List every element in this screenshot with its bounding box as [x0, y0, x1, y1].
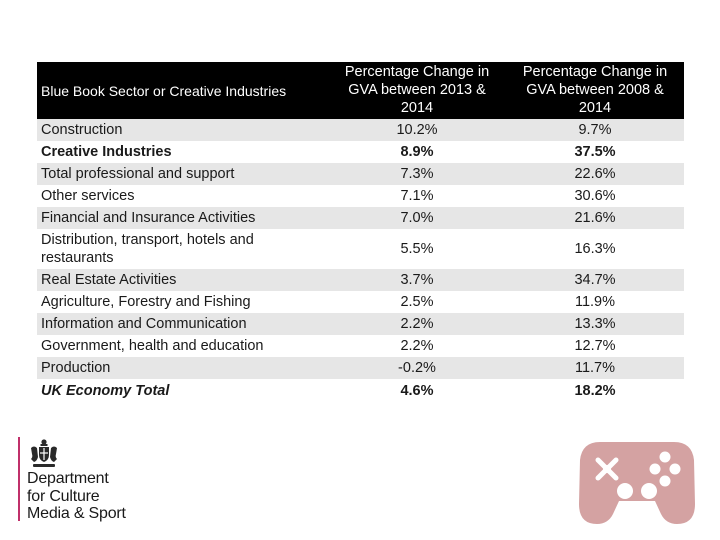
sector-cell: Other services — [37, 185, 328, 207]
change-2008-2014-cell: 13.3% — [506, 313, 684, 335]
change-2013-2014-cell: 7.3% — [328, 163, 506, 185]
change-2013-2014-cell: 2.5% — [328, 291, 506, 313]
royal-crest-icon — [31, 439, 57, 467]
sector-cell: Information and Communication — [37, 313, 328, 335]
change-2013-2014-cell: 2.2% — [328, 335, 506, 357]
sector-cell: Creative Industries — [37, 141, 328, 163]
logo-line-3: Media & Sport — [27, 505, 126, 522]
table-row-total: UK Economy Total 4.6% 18.2% — [37, 379, 684, 403]
dcms-wordmark: Department for Culture Media & Sport — [27, 470, 126, 523]
change-2013-2014-cell: 3.7% — [328, 269, 506, 291]
change-2013-2014-cell: 7.1% — [328, 185, 506, 207]
gva-change-table: Blue Book Sector or Creative Industries … — [37, 62, 684, 403]
change-2008-2014-cell: 21.6% — [506, 207, 684, 229]
change-2013-2014-cell: 2.2% — [328, 313, 506, 335]
logo-line-2: for Culture — [27, 487, 100, 505]
table-row: Financial and Insurance Activities 7.0% … — [37, 207, 684, 229]
logo-line-1: Department — [27, 470, 109, 487]
change-2008-2014-cell: 12.7% — [506, 335, 684, 357]
sector-cell: Agriculture, Forestry and Fishing — [37, 291, 328, 313]
dcms-logo: Department for Culture Media & Sport — [18, 437, 148, 525]
change-2008-2014-cell: 37.5% — [506, 141, 684, 163]
header-change-2013-2014: Percentage Change in GVA between 2013 & … — [328, 62, 506, 119]
change-2008-2014-cell: 11.9% — [506, 291, 684, 313]
sector-cell: Production — [37, 357, 328, 379]
table-row: Total professional and support 7.3% 22.6… — [37, 163, 684, 185]
sector-cell: Construction — [37, 119, 328, 141]
table-row: Agriculture, Forestry and Fishing 2.5% 1… — [37, 291, 684, 313]
change-2013-2014-cell: 4.6% — [328, 379, 506, 403]
table-row: Production -0.2% 11.7% — [37, 357, 684, 379]
sector-cell: Financial and Insurance Activities — [37, 207, 328, 229]
table-header-row: Blue Book Sector or Creative Industries … — [37, 62, 684, 119]
change-2013-2014-cell: 10.2% — [328, 119, 506, 141]
change-2013-2014-cell: 8.9% — [328, 141, 506, 163]
sector-cell: Total professional and support — [37, 163, 328, 185]
table-row: Other services 7.1% 30.6% — [37, 185, 684, 207]
change-2013-2014-cell: 7.0% — [328, 207, 506, 229]
table-row: Real Estate Activities 3.7% 34.7% — [37, 269, 684, 291]
table-row: Information and Communication 2.2% 13.3% — [37, 313, 684, 335]
change-2008-2014-cell: 16.3% — [506, 229, 684, 269]
change-2013-2014-cell: -0.2% — [328, 357, 506, 379]
change-2008-2014-cell: 11.7% — [506, 357, 684, 379]
change-2008-2014-cell: 34.7% — [506, 269, 684, 291]
logo-accent-rule — [18, 437, 20, 521]
sector-cell: Distribution, transport, hotels and rest… — [37, 229, 328, 269]
header-change-2008-2014: Percentage Change in GVA between 2008 & … — [506, 62, 684, 119]
change-2008-2014-cell: 30.6% — [506, 185, 684, 207]
change-2008-2014-cell: 9.7% — [506, 119, 684, 141]
table-row: Government, health and education 2.2% 12… — [37, 335, 684, 357]
sector-cell: UK Economy Total — [37, 379, 328, 403]
table-row: Construction 10.2% 9.7% — [37, 119, 684, 141]
change-2013-2014-cell: 5.5% — [328, 229, 506, 269]
sector-cell: Government, health and education — [37, 335, 328, 357]
header-sector: Blue Book Sector or Creative Industries — [37, 62, 328, 119]
gamepad-icon — [579, 442, 695, 524]
table-row: Distribution, transport, hotels and rest… — [37, 229, 684, 269]
change-2008-2014-cell: 18.2% — [506, 379, 684, 403]
table-row: Creative Industries 8.9% 37.5% — [37, 141, 684, 163]
sector-cell: Real Estate Activities — [37, 269, 328, 291]
change-2008-2014-cell: 22.6% — [506, 163, 684, 185]
